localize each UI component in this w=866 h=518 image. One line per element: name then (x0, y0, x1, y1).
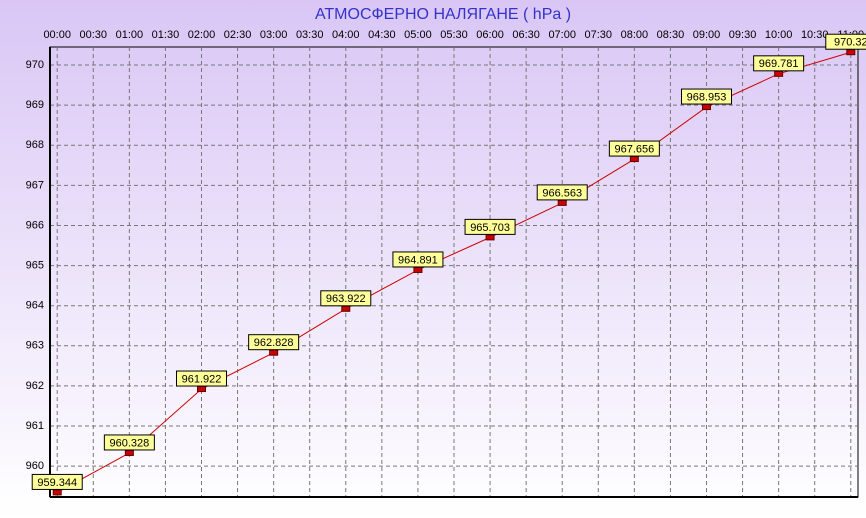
data-label: 966.563 (542, 187, 582, 199)
x-tick-label: 10:00 (765, 29, 793, 41)
x-tick-label: 00:30 (80, 29, 108, 41)
y-tick-label: 961 (26, 420, 44, 432)
x-tick-label: 09:00 (693, 29, 721, 41)
data-label-box (536, 184, 588, 201)
data-label-box (825, 33, 866, 50)
y-tick-label: 963 (26, 340, 44, 352)
x-tick-label: 02:00 (188, 29, 216, 41)
marker (197, 386, 206, 393)
y-tick-label: 969 (26, 99, 44, 111)
data-label-box (608, 140, 660, 157)
y-tick-label: 968 (26, 139, 44, 151)
data-label: 964.891 (398, 254, 438, 266)
y-tick-label: 970 (26, 59, 44, 71)
chart-title: АТМОСФЕРНО НАЛЯГАНЕ ( hPa ) (315, 6, 571, 23)
x-tick-label: 05:30 (440, 29, 468, 41)
y-tick-label: 964 (26, 300, 44, 312)
data-label-box (103, 434, 155, 451)
x-tick-label: 06:00 (476, 29, 504, 41)
x-tick-label: 04:00 (332, 29, 360, 41)
y-tick-label: 962 (26, 380, 44, 392)
x-tick-label: 03:30 (296, 29, 324, 41)
data-label-box (753, 55, 805, 72)
x-tick-label: 08:00 (621, 29, 649, 41)
x-tick-label: 02:30 (224, 29, 252, 41)
data-label: 967.656 (614, 143, 654, 155)
x-tick-label: 01:00 (116, 29, 144, 41)
x-tick-label: 10:30 (801, 29, 829, 41)
marker (629, 156, 639, 163)
marker (846, 49, 856, 56)
y-tick-label: 966 (26, 219, 44, 231)
marker (52, 489, 62, 496)
data-label-box (176, 370, 227, 387)
data-label: 960.328 (109, 437, 149, 449)
x-tick-label: 04:30 (368, 29, 396, 41)
marker (774, 70, 784, 77)
data-label-box (464, 218, 516, 235)
marker (341, 305, 351, 312)
data-label-box (320, 290, 372, 307)
marker (124, 449, 134, 456)
marker (702, 104, 711, 111)
marker (413, 266, 423, 273)
x-tick-label: 03:00 (260, 29, 288, 41)
data-label: 970.32 (834, 37, 866, 49)
data-label: 965.703 (470, 222, 510, 234)
x-tick-label: 00:00 (43, 29, 71, 41)
data-label: 961.922 (182, 373, 222, 385)
x-tick-label: 09:30 (729, 29, 757, 41)
data-label: 968.953 (687, 91, 727, 103)
marker (485, 234, 495, 241)
data-label-box (248, 334, 300, 351)
marker (269, 349, 279, 356)
y-tick-label: 960 (26, 460, 44, 472)
marker (557, 199, 567, 206)
data-label-box (681, 88, 732, 105)
y-tick-label: 967 (26, 179, 44, 191)
y-tick-label: 965 (26, 259, 44, 271)
x-tick-label: 01:30 (152, 29, 180, 41)
data-label: 969.781 (759, 58, 799, 70)
x-tick-label: 08:30 (657, 29, 685, 41)
x-tick-label: 07:30 (585, 29, 613, 41)
data-label-box (392, 251, 444, 268)
x-tick-label: 07:00 (548, 29, 576, 41)
x-tick-label: 05:00 (404, 29, 432, 41)
data-label: 959.344 (37, 477, 77, 489)
data-label: 962.828 (254, 337, 294, 349)
data-label-box (31, 473, 83, 490)
x-tick-label: 06:30 (512, 29, 540, 41)
data-label: 963.922 (326, 293, 366, 305)
